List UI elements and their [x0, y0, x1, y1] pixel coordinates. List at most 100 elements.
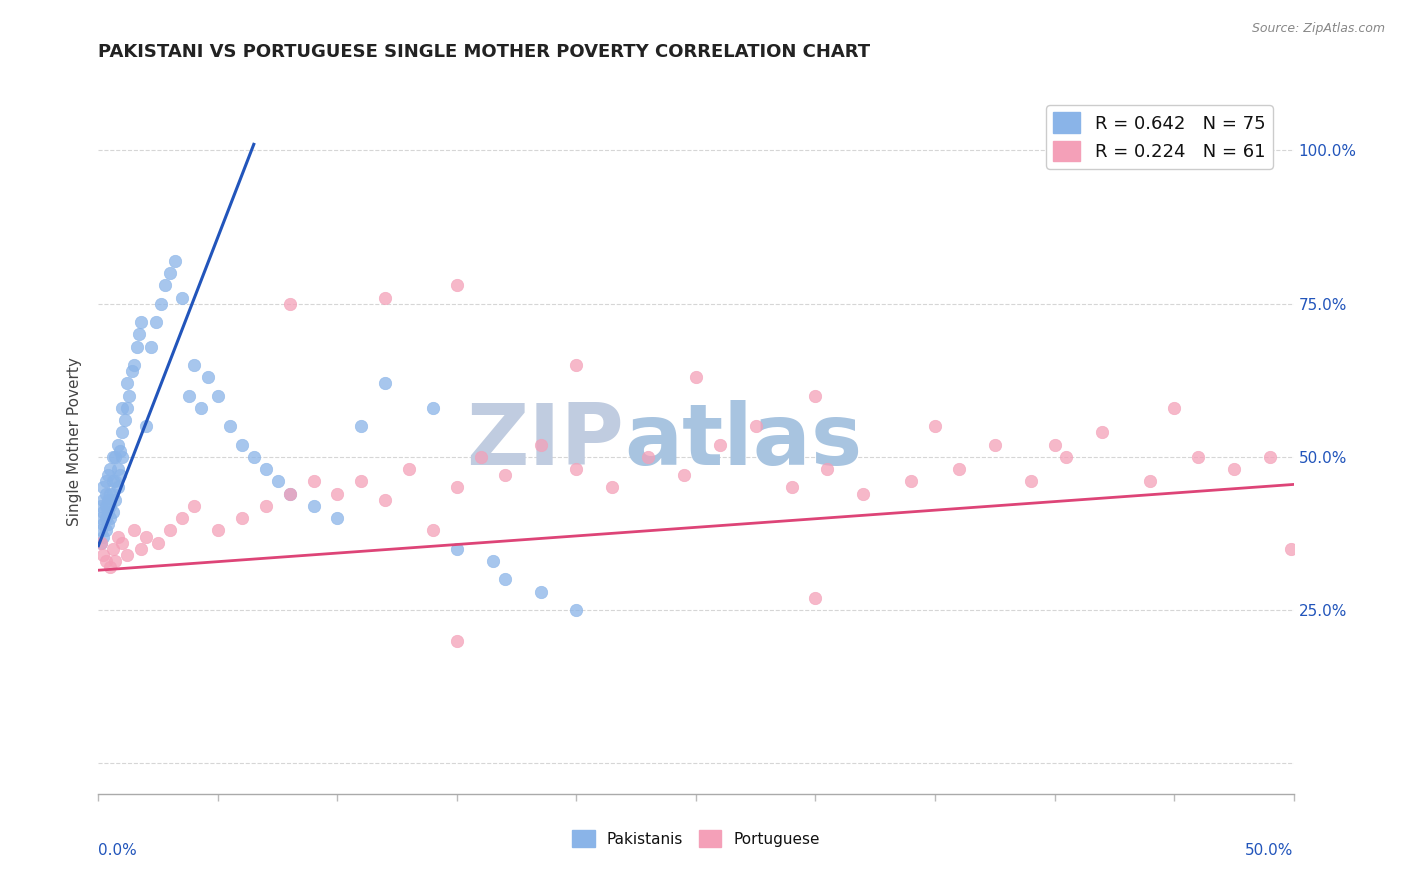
Point: [97, 492, 120, 507]
Point: [924, 419, 946, 434]
Point: [254, 499, 277, 513]
Point: [97, 505, 120, 519]
Point: [94, 524, 117, 538]
Point: [98, 462, 122, 476]
Point: [745, 419, 768, 434]
Point: [446, 633, 468, 648]
Point: [91, 505, 114, 519]
Point: [374, 291, 396, 305]
Legend: Pakistanis, Portuguese: Pakistanis, Portuguese: [565, 824, 827, 853]
Point: [302, 499, 325, 513]
Point: [148, 535, 170, 549]
Point: [374, 492, 396, 507]
Point: [1279, 541, 1302, 556]
Point: [804, 591, 827, 605]
Point: [530, 437, 553, 451]
Point: [374, 376, 396, 391]
Point: [422, 524, 444, 538]
Point: [565, 358, 588, 372]
Point: [422, 401, 444, 415]
Point: [115, 401, 138, 415]
Point: [780, 481, 803, 495]
Point: [104, 450, 127, 464]
Point: [350, 419, 373, 434]
Point: [243, 450, 266, 464]
Point: [107, 481, 129, 495]
Point: [326, 511, 349, 525]
Point: [673, 468, 696, 483]
Point: [90, 499, 112, 513]
Point: [101, 450, 124, 464]
Point: [350, 475, 373, 489]
Y-axis label: Single Mother Poverty: Single Mother Poverty: [67, 357, 83, 526]
Point: [149, 296, 172, 310]
Text: atlas: atlas: [624, 400, 862, 483]
Point: [91, 517, 114, 532]
Point: [108, 468, 131, 483]
Text: 50.0%: 50.0%: [1246, 843, 1294, 858]
Point: [145, 315, 167, 329]
Point: [1019, 475, 1042, 489]
Point: [98, 560, 122, 574]
Point: [278, 486, 301, 500]
Point: [121, 364, 143, 378]
Point: [815, 462, 838, 476]
Point: [326, 486, 349, 500]
Text: 0.0%: 0.0%: [98, 843, 138, 858]
Point: [107, 462, 129, 476]
Point: [446, 541, 468, 556]
Point: [90, 511, 112, 525]
Point: [179, 388, 201, 402]
Point: [155, 278, 177, 293]
Point: [494, 573, 516, 587]
Point: [91, 481, 114, 495]
Point: [1163, 401, 1185, 415]
Text: Source: ZipAtlas.com: Source: ZipAtlas.com: [1251, 22, 1385, 36]
Point: [207, 388, 229, 402]
Point: [602, 481, 624, 495]
Point: [131, 315, 153, 329]
Point: [267, 475, 290, 489]
Point: [125, 340, 148, 354]
Point: [231, 511, 253, 525]
Point: [94, 554, 117, 568]
Point: [111, 450, 134, 464]
Point: [111, 401, 134, 415]
Point: [111, 425, 134, 440]
Point: [481, 554, 505, 568]
Point: [124, 524, 146, 538]
Point: [984, 437, 1007, 451]
Point: [98, 499, 122, 513]
Point: [207, 524, 229, 538]
Point: [278, 296, 301, 310]
Point: [446, 278, 468, 293]
Point: [183, 499, 205, 513]
Point: [101, 486, 124, 500]
Point: [135, 419, 157, 434]
Point: [91, 492, 114, 507]
Point: [91, 529, 114, 543]
Point: [1043, 437, 1066, 451]
Point: [197, 370, 219, 384]
Point: [1258, 450, 1281, 464]
Point: [94, 486, 117, 500]
Point: [115, 548, 138, 562]
Point: [172, 291, 194, 305]
Point: [128, 327, 150, 342]
Point: [97, 517, 120, 532]
Point: [900, 475, 922, 489]
Point: [1056, 450, 1078, 464]
Point: [90, 535, 112, 549]
Point: [91, 548, 114, 562]
Point: [163, 253, 186, 268]
Point: [565, 462, 588, 476]
Point: [118, 388, 141, 402]
Point: [159, 266, 181, 280]
Point: [637, 450, 659, 464]
Point: [852, 486, 875, 500]
Point: [101, 541, 124, 556]
Point: [135, 529, 157, 543]
Point: [1139, 475, 1161, 489]
Point: [107, 437, 129, 451]
Point: [104, 475, 127, 489]
